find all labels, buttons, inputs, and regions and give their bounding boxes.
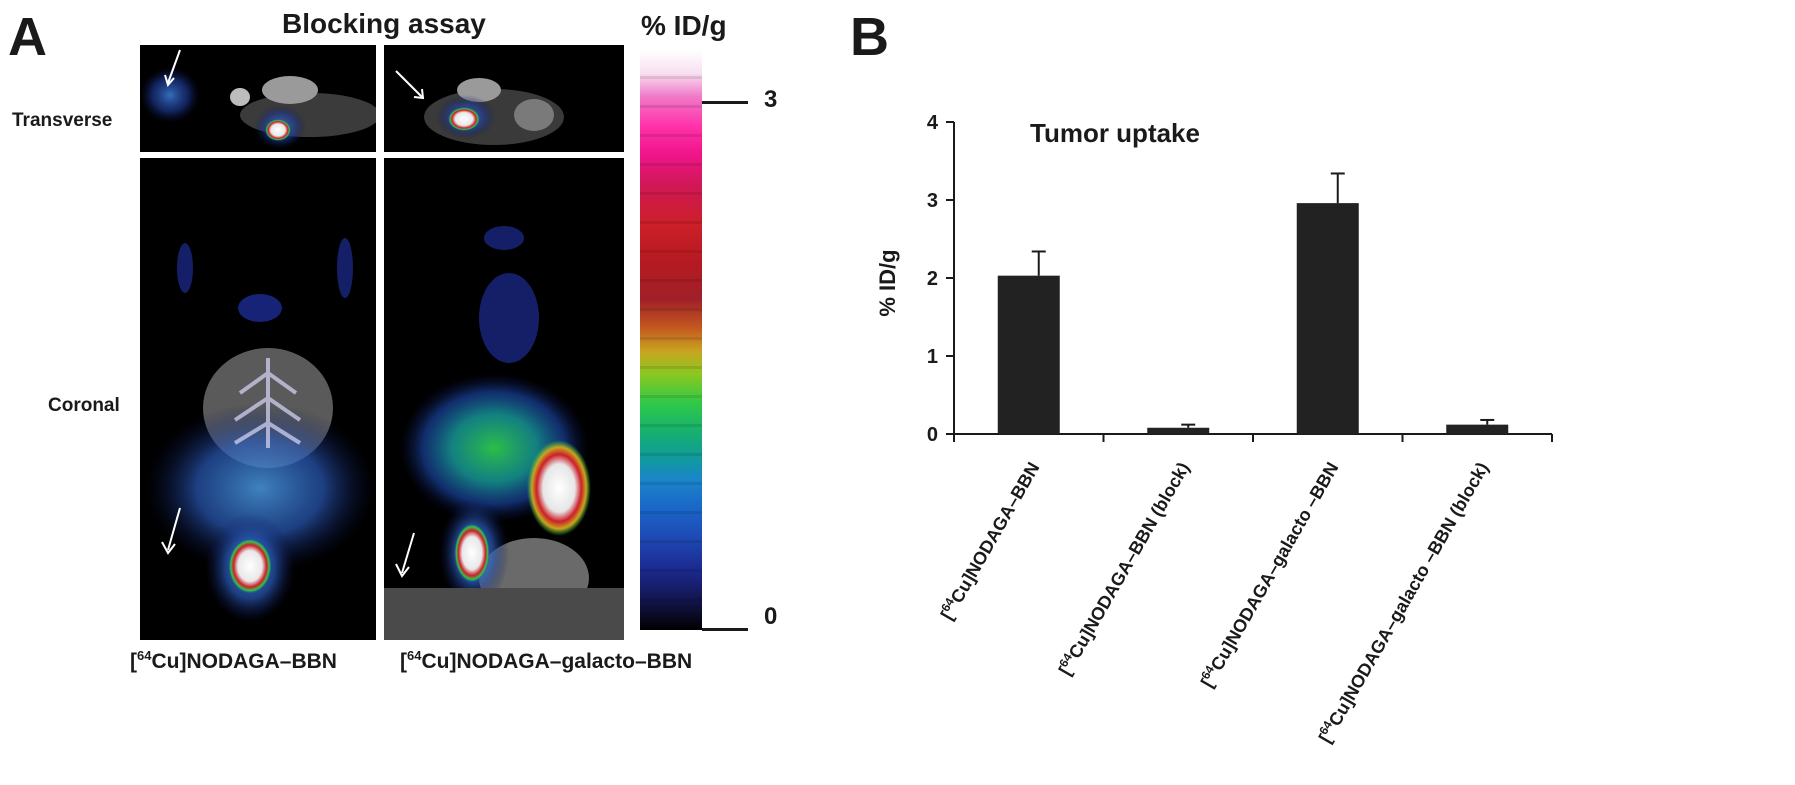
y-tick-label-2: 2 — [927, 268, 938, 290]
coronal-image-right — [384, 158, 624, 640]
column-label-right-isotope: 64 — [407, 648, 422, 663]
column-label-right-prefix: [ — [400, 650, 407, 673]
scale-tick-min — [702, 628, 748, 631]
bar-0 — [997, 275, 1060, 434]
transverse-image-right — [384, 45, 624, 152]
bar-2 — [1296, 203, 1359, 434]
y-tick-label-1: 1 — [927, 346, 938, 368]
column-label-right-main: Cu]NODAGA–galacto–BBN — [421, 650, 693, 673]
bar-1 — [1147, 427, 1210, 434]
column-label-left-isotope: 64 — [137, 648, 152, 663]
y-tick-label-4: 4 — [927, 112, 939, 134]
bar-3 — [1446, 424, 1509, 434]
transverse-image-left — [140, 45, 376, 152]
coronal-image-left — [140, 158, 376, 640]
column-label-left-main: Cu]NODAGA–BBN — [151, 650, 337, 673]
chart-title: Tumor uptake — [1030, 118, 1200, 148]
panel-b-letter: B — [850, 7, 889, 67]
scale-label: % ID/g — [641, 10, 727, 41]
scale-max-label: 3 — [764, 86, 778, 113]
scale-tick-max — [702, 101, 748, 104]
scale-min-label: 0 — [764, 603, 778, 630]
y-tick-label-3: 3 — [927, 190, 938, 212]
color-scale-bar — [640, 50, 702, 630]
column-label-right: [64Cu]NODAGA–galacto–BBN — [400, 648, 692, 674]
y-tick-label-0: 0 — [927, 424, 938, 446]
column-label-left: [64Cu]NODAGA–BBN — [130, 648, 337, 674]
row-label-transverse: Transverse — [12, 110, 113, 131]
row-label-coronal: Coronal — [48, 395, 120, 416]
column-label-left-prefix: [ — [130, 650, 137, 673]
panel-a-letter: A — [8, 7, 47, 67]
panel-a-title: Blocking assay — [282, 8, 486, 39]
